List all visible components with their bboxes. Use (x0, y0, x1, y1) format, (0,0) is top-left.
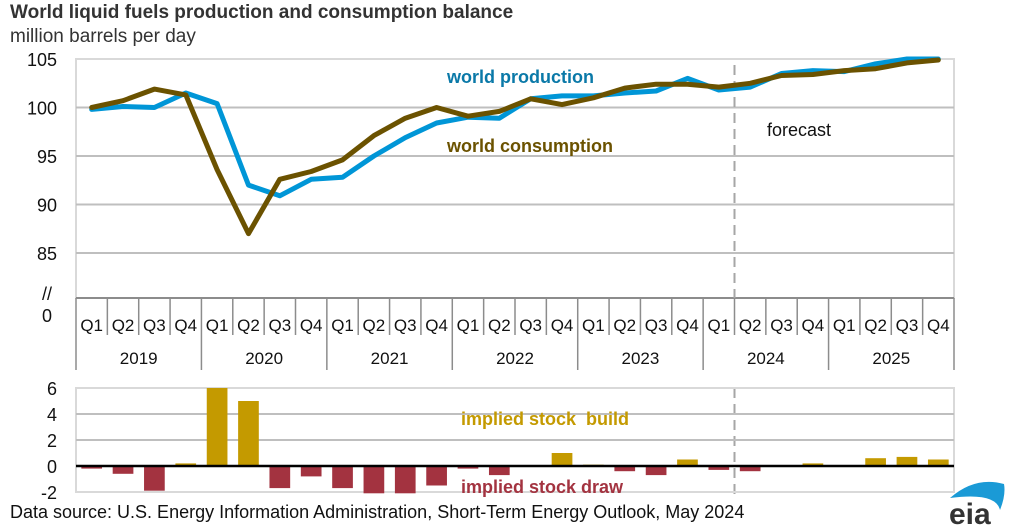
x-tick-quarter: Q2 (237, 316, 260, 335)
bar-stock-build (677, 459, 698, 466)
eia-logo: eia (949, 481, 1005, 531)
series-line-world-production (89, 56, 941, 199)
x-tick-quarter: Q3 (519, 316, 542, 335)
bar-y-tick-label: -2 (41, 483, 57, 503)
label-stock-build: implied stock build (461, 409, 629, 429)
x-tick-quarter: Q4 (551, 316, 574, 335)
top-y-axis-ticks: 105 100 95 90 85 //0 (27, 50, 57, 326)
bar-stock-draw (457, 466, 479, 469)
axis-break-mark: // (42, 284, 52, 304)
x-tick-quarter: Q2 (864, 316, 887, 335)
bar-stock-build (206, 388, 228, 466)
eia-logo-text: eia (949, 498, 991, 531)
bar-y-tick-label: 2 (47, 431, 57, 451)
x-tick-quarter: Q4 (174, 316, 197, 335)
x-tick-year: 2023 (622, 349, 660, 368)
y-tick-label: 100 (27, 99, 57, 119)
bar-stock-draw (363, 466, 385, 494)
annotations: world production world consumption forec… (446, 67, 831, 497)
eia-logo-swoosh (950, 481, 1005, 510)
bar-stock-draw (144, 466, 165, 491)
bar-stock-build (927, 459, 949, 466)
bar-y-tick-label: 4 (47, 405, 57, 425)
x-tick-quarter: Q2 (613, 316, 636, 335)
y-tick-label: 95 (37, 147, 57, 167)
bar-stock-build (238, 401, 259, 466)
bar-stock-draw (488, 466, 510, 476)
x-tick-quarter: Q4 (802, 316, 825, 335)
top-gridlines (75, 58, 955, 299)
top-plot-frame (75, 58, 955, 299)
x-tick-year: 2022 (496, 349, 534, 368)
bottom-y-axis-ticks: 6 4 2 0 -2 (41, 379, 57, 503)
x-tick-quarter: Q1 (206, 316, 229, 335)
bar-stock-draw (112, 466, 134, 474)
x-tick-year: 2025 (872, 349, 910, 368)
label-stock-draw: implied stock draw (461, 477, 624, 497)
bar-stock-draw (269, 466, 291, 489)
bar-stock-build (802, 463, 824, 466)
x-tick-quarter: Q3 (143, 316, 166, 335)
chart-title: World liquid fuels production and consum… (10, 2, 514, 23)
x-tick-quarter: Q1 (707, 316, 730, 335)
bar-stock-draw (81, 466, 103, 469)
x-tick-quarter: Q2 (739, 316, 762, 335)
x-tick-year: 2019 (120, 349, 158, 368)
y-tick-label: 85 (37, 244, 57, 264)
bar-stock-build (865, 458, 886, 466)
x-tick-quarter: Q3 (645, 316, 668, 335)
series-line-world-consumption (89, 57, 941, 237)
x-tick-quarter: Q1 (833, 316, 856, 335)
line-series (89, 56, 941, 237)
x-tick-quarter: Q2 (363, 316, 386, 335)
bar-stock-draw (645, 466, 667, 476)
chart-subtitle: million barrels per day (10, 26, 196, 47)
bar-stock-draw (426, 466, 447, 486)
bar-y-tick-label: 0 (47, 457, 57, 477)
x-tick-quarter: Q1 (457, 316, 480, 335)
bar-stock-draw (300, 466, 322, 477)
x-tick-quarter: Q3 (896, 316, 919, 335)
x-tick-quarter: Q3 (394, 316, 417, 335)
bar-y-tick-label: 6 (47, 379, 57, 399)
x-tick-quarter: Q4 (425, 316, 448, 335)
label-world-production: world production (446, 67, 594, 87)
x-tick-quarter: Q2 (112, 316, 135, 335)
x-tick-year: 2020 (245, 349, 283, 368)
bar-stock-draw (614, 466, 636, 472)
bar-stock-build (551, 453, 573, 466)
x-tick-quarter: Q4 (300, 316, 323, 335)
x-tick-year: 2021 (371, 349, 409, 368)
x-axis-categories: Q1 Q2 Q3 Q4 Q1 Q2 Q3 Q4 Q1 Q2 Q3 Q4 Q1 Q2 Q3 Q4 Q1 Q2 Q3 Q4… (75, 297, 955, 370)
y-tick-label-zero: 0 (42, 306, 52, 326)
x-tick-quarter: Q2 (488, 316, 511, 335)
bar-stock-build (175, 463, 197, 466)
x-tick-quarter: Q1 (582, 316, 605, 335)
data-source-note: Data source: U.S. Energy Information Adm… (10, 502, 745, 522)
y-tick-label: 105 (27, 50, 57, 70)
bar-stock-draw (394, 466, 416, 494)
bar-stock-build (896, 456, 918, 466)
x-tick-quarter: Q3 (268, 316, 291, 335)
x-tick-quarter: Q4 (927, 316, 950, 335)
bar-stock-draw (708, 466, 730, 470)
label-forecast: forecast (767, 120, 831, 140)
x-tick-quarter: Q3 (770, 316, 793, 335)
y-tick-label: 90 (37, 196, 57, 216)
bar-stock-draw (739, 466, 761, 472)
x-tick-year: 2024 (747, 349, 785, 368)
x-tick-quarter: Q4 (676, 316, 699, 335)
bar-series (76, 388, 954, 494)
x-tick-quarter: Q1 (80, 316, 103, 335)
x-tick-quarter: Q1 (331, 316, 354, 335)
label-world-consumption: world consumption (446, 136, 613, 156)
bar-stock-draw (332, 466, 353, 489)
